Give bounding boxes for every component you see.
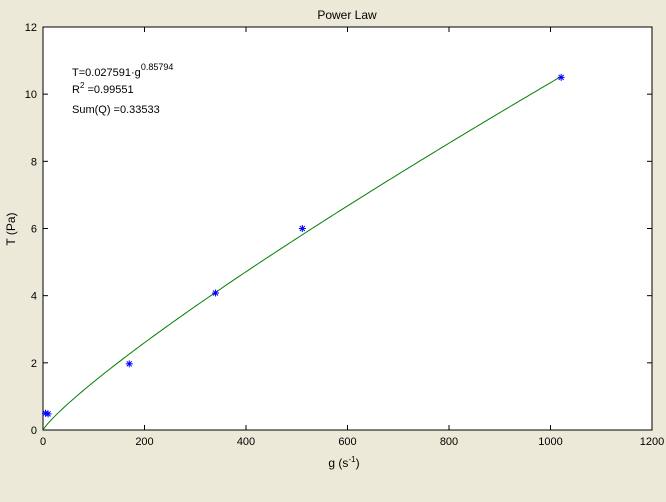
r-squared-exponent: 2 (80, 81, 85, 90)
data-point (557, 73, 565, 81)
x-axis-label-close: ) (356, 456, 360, 470)
data-point-stroke (45, 411, 51, 417)
data-point-stroke (212, 290, 219, 296)
power-fit-line (42, 76, 562, 431)
data-point-stroke (558, 74, 564, 81)
x-tick-label: 800 (440, 436, 458, 448)
y-tick-label: 12 (25, 22, 37, 34)
x-tick-label: 1000 (538, 436, 562, 448)
r-squared-label: R (72, 84, 80, 96)
x-tick-label: 1200 (640, 436, 664, 448)
y-tick-label: 8 (31, 156, 37, 168)
data-point-stroke (299, 225, 306, 232)
data-point (125, 360, 133, 368)
x-axis-label-exponent: -1 (348, 455, 356, 464)
data-point-stroke (42, 410, 49, 417)
equation-exponent: 0.85794 (141, 62, 174, 72)
x-tick-label: 0 (40, 436, 46, 448)
y-tick-label: 6 (31, 224, 37, 236)
y-axis-ticks: 0 2 4 6 8 10 12 (25, 22, 652, 437)
y-tick-label: 10 (25, 89, 37, 101)
x-tick-label: 400 (237, 436, 255, 448)
sum-q-annotation: Sum(Q) =0.33533 (72, 104, 160, 116)
data-point (212, 289, 220, 297)
x-tick-label: 600 (338, 436, 356, 448)
x-axis-label: g (s-1) (328, 455, 359, 470)
fit-layer (42, 76, 562, 431)
equation-base: T=0.027591·g (72, 67, 141, 79)
y-axis-label: T (Pa) (4, 212, 18, 245)
plot-area (42, 26, 653, 431)
y-tick-label: 0 (31, 425, 37, 437)
r-squared-value: =0.99551 (84, 84, 133, 96)
data-point (298, 225, 306, 232)
y-tick-label: 4 (31, 291, 37, 303)
data-point-stroke (126, 361, 133, 367)
y-tick-label: 2 (31, 358, 37, 370)
chart-title: Power Law (317, 8, 377, 22)
equation-annotation: T=0.027591·g0.85794 (72, 62, 173, 79)
x-tick-label: 200 (135, 436, 153, 448)
x-axis-label-text: g (s (328, 456, 348, 470)
data-points (42, 73, 565, 418)
x-axis-ticks: 0 200 400 600 800 1000 1200 (40, 27, 664, 448)
data-point (44, 410, 52, 418)
r-squared-annotation: R2 =0.99551 (72, 81, 134, 96)
